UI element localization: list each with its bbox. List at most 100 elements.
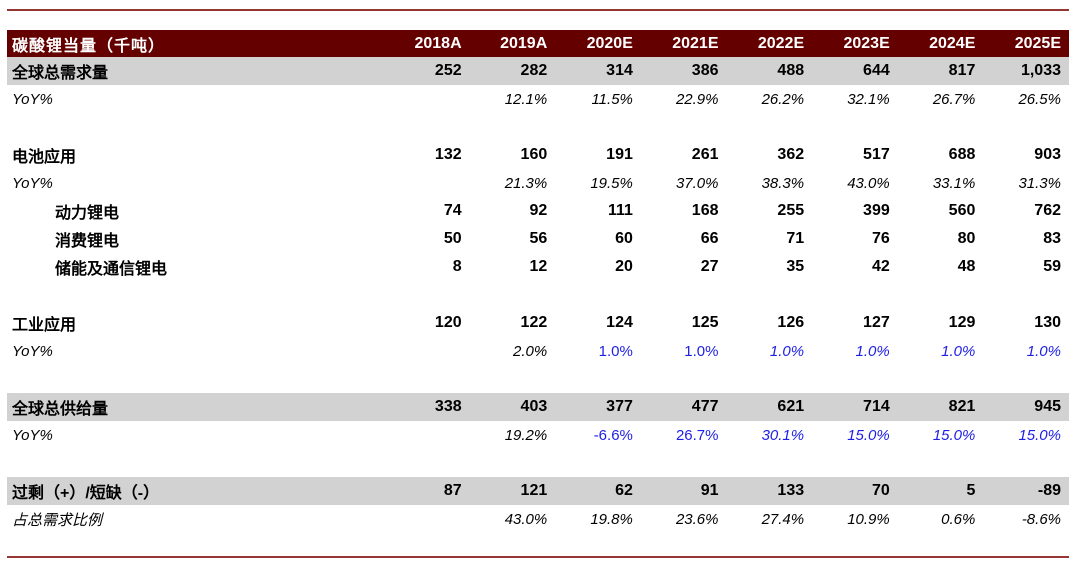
cell-2019A: 19.2% [504,426,548,444]
cell-2020E: 111 [607,202,633,219]
spacer-row [7,281,1069,309]
cell-2019A: 12 [529,258,548,275]
cell-2023E: 15.0% [847,426,890,444]
cell-2020E: 124 [606,314,633,331]
cell-2019A: 43.0% [504,510,548,528]
row-label: YoY% [12,90,53,108]
cell-2024E: 80 [957,230,976,247]
cell-2019A: 2.0% [513,342,548,360]
cell-2021E: 66 [700,230,719,247]
row-label: YoY% [12,426,53,444]
cell-2023E: 43.0% [847,174,890,192]
row-label: 过剩（+）/短缺（-） [12,485,160,502]
cell-2025E: 1.0% [1026,342,1061,360]
cell-2018A: 338 [434,398,462,415]
cell-2020E: -6.6% [593,426,633,444]
cell-2024E: 688 [948,146,976,163]
cell-2021E: 477 [691,398,719,415]
cell-2018A: 50 [443,230,462,247]
cell-2019A: 403 [520,398,548,415]
cell-2023E: 399 [863,202,890,219]
cell-2021E: 168 [691,202,719,219]
cell-2018A: 87 [443,482,462,499]
row-label: 占总需求比例 [12,511,103,529]
cell-2022E: 26.2% [761,90,805,108]
row-label: 消费锂电 [55,233,120,250]
row-label: 全球总需求量 [12,65,109,82]
cell-2023E: 32.1% [847,90,890,108]
row-label: 全球总供给量 [12,401,109,418]
cell-2024E: 1.0% [941,342,976,360]
cell-2025E: 31.3% [1018,174,1061,192]
cell-2020E: 377 [606,398,633,415]
cell-2020E: 11.5% [591,90,633,108]
cell-2019A: 56 [529,230,548,247]
cell-2025E: 59 [1043,258,1061,275]
top-rule-line [7,9,1069,11]
cell-2023E: 127 [863,314,890,331]
cell-2019A: 282 [520,62,548,79]
column-header-2019A: 2019A [500,34,548,52]
row-label: YoY% [12,174,53,192]
table-row: 工业应用 120 122 124 125 126 127 129 130 [7,309,1069,337]
row-label: 电池应用 [12,149,77,166]
cell-2024E: 560 [948,202,976,219]
cell-2022E: 38.3% [761,174,805,192]
cell-2023E: 42 [871,258,890,275]
cell-2021E: 26.7% [675,426,719,444]
cell-2020E: 1.0% [598,342,633,360]
cell-2025E: -89 [1037,482,1061,499]
table-row: YoY% 12.1% 11.5% 22.9% 26.2% 32.1% 26.7% 26.5% [7,85,1069,113]
cell-2022E: 126 [777,314,805,331]
column-header-2022E: 2022E [757,34,805,52]
cell-2019A: 12.1% [504,90,548,108]
cell-2021E: 23.6% [675,510,719,528]
cell-2024E: 15.0% [932,426,976,444]
table-row: 占总需求比例 43.0% 19.8% 23.6% 27.4% 10.9% 0.6% -8.6% [7,505,1069,533]
cell-2020E: 20 [615,258,633,275]
row-label: YoY% [12,342,53,360]
cell-2025E: 15.0% [1018,426,1061,444]
cell-2022E: 133 [777,482,805,499]
cell-2024E: 821 [948,398,976,415]
table-title: 碳酸锂当量（千吨） [12,37,166,55]
cell-2019A: 121 [520,482,548,499]
cell-2018A: 8 [452,258,462,275]
cell-2018A: 132 [434,146,462,163]
column-header-2023E: 2023E [843,34,890,52]
cell-2024E: 33.1% [932,174,976,192]
cell-2020E: 314 [606,62,633,79]
cell-2018A: 252 [434,62,462,79]
cell-2022E: 35 [786,258,805,275]
cell-2025E: 1,033 [1020,62,1061,79]
table-row: 全球总供给量 338 403 377 477 621 714 821 945 [7,393,1069,421]
column-header-2024E: 2024E [929,34,976,52]
cell-2025E: -8.6% [1021,510,1061,528]
table-row: 消费锂电 50 56 60 66 71 76 80 83 [7,225,1069,253]
cell-2024E: 0.6% [941,510,976,528]
cell-2025E: 130 [1034,314,1061,331]
cell-2023E: 70 [871,482,890,499]
table-row: 储能及通信锂电 8 12 20 27 35 42 48 59 [7,253,1069,281]
spacer-row [7,449,1069,477]
cell-2022E: 621 [777,398,805,415]
column-header-2025E: 2025E [1014,34,1061,52]
column-header-2018A: 2018A [414,34,462,52]
cell-2023E: 76 [871,230,890,247]
cell-2024E: 5 [966,482,976,499]
cell-2024E: 26.7% [932,90,976,108]
row-label: 工业应用 [12,317,77,334]
table-body: 全球总需求量 252 282 314 386 488 644 817 1,033 YoY% 12.1… [7,57,1069,533]
cell-2022E: 255 [777,202,805,219]
table-row: 电池应用 132 160 191 261 362 517 688 903 [7,141,1069,169]
cell-2025E: 762 [1034,202,1061,219]
cell-2021E: 22.9% [675,90,719,108]
table-row: 全球总需求量 252 282 314 386 488 644 817 1,033 [7,57,1069,85]
cell-2018A: 120 [434,314,462,331]
cell-2023E: 714 [863,398,890,415]
cell-2020E: 19.5% [590,174,633,192]
column-header-2021E: 2021E [672,34,719,52]
table-row: YoY% 19.2% -6.6% 26.7% 30.1% 15.0% 15.0% 15.0% [7,421,1069,449]
cell-2021E: 386 [691,62,719,79]
